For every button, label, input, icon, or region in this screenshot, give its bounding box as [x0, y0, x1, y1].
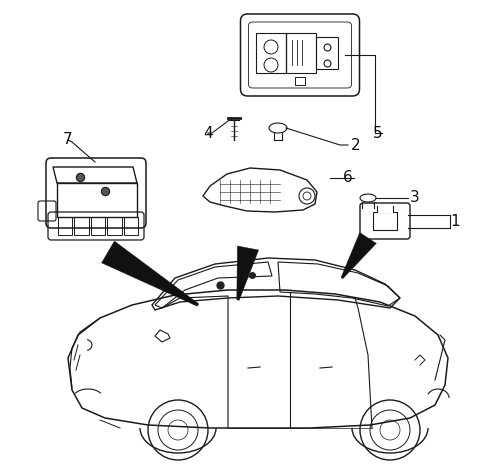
- Bar: [286, 33, 316, 73]
- Bar: [107, 217, 121, 235]
- Text: 7: 7: [63, 132, 73, 148]
- Bar: [91, 217, 105, 235]
- Polygon shape: [377, 206, 393, 212]
- Bar: [74, 217, 89, 235]
- Text: 2: 2: [351, 137, 361, 152]
- Text: 6: 6: [343, 171, 353, 185]
- Bar: [295, 77, 305, 85]
- Bar: [373, 212, 397, 230]
- Polygon shape: [102, 241, 199, 306]
- Bar: [256, 33, 286, 73]
- Bar: [58, 217, 72, 235]
- Text: 5: 5: [373, 125, 383, 141]
- Text: 4: 4: [203, 125, 213, 141]
- Bar: [316, 37, 338, 69]
- Polygon shape: [341, 233, 376, 279]
- Bar: [124, 217, 138, 235]
- Polygon shape: [237, 246, 259, 300]
- Text: 3: 3: [410, 190, 420, 205]
- Text: 1: 1: [450, 214, 460, 229]
